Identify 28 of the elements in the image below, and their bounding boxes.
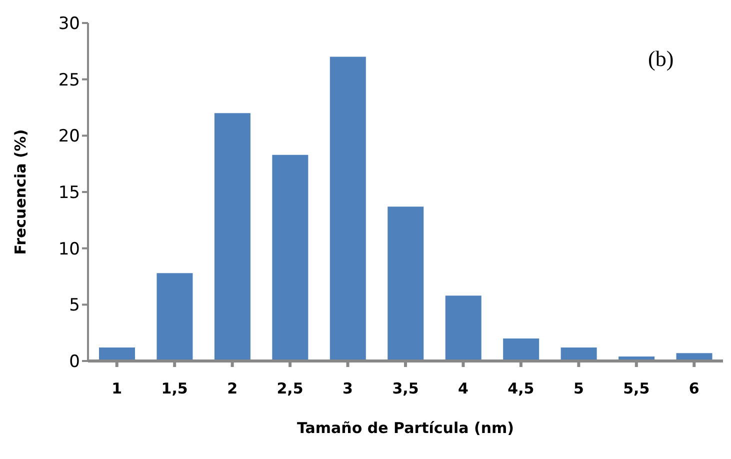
annotation: (b) [648, 46, 674, 72]
x-tick-label: 1,5 [161, 380, 188, 398]
y-tick-label: 25 [58, 70, 80, 90]
x-tick-label: 6 [688, 380, 700, 398]
y-tick-label: 10 [58, 239, 80, 260]
bar [214, 113, 250, 361]
x-tick-label: 5 [573, 380, 584, 398]
y-tick-label: 0 [69, 352, 80, 372]
x-tick-label: 3,5 [392, 380, 419, 398]
y-tick-label: 30 [58, 14, 80, 34]
y-tick-label: 5 [69, 296, 80, 316]
x-tick-label: 4 [458, 380, 468, 398]
bar [272, 154, 308, 361]
x-tick-label: 5,5 [623, 380, 650, 398]
bar [156, 273, 193, 361]
x-tick-label: 2,5 [276, 380, 304, 398]
x-tick-label: 2 [227, 380, 238, 398]
x-tick-label: 3 [342, 380, 353, 398]
bar [503, 338, 540, 361]
y-axis-title: Frecuencia (%) [11, 129, 30, 255]
x-tick-label: 4,5 [508, 380, 534, 398]
bar [388, 206, 424, 361]
bar [330, 56, 366, 361]
x-axis-title: Tamaño de Partícula (nm) [296, 419, 514, 437]
bar [445, 296, 482, 361]
y-tick-label: 15 [58, 183, 80, 204]
y-tick-label: 20 [58, 126, 80, 147]
x-tick-label: 1 [112, 380, 122, 398]
